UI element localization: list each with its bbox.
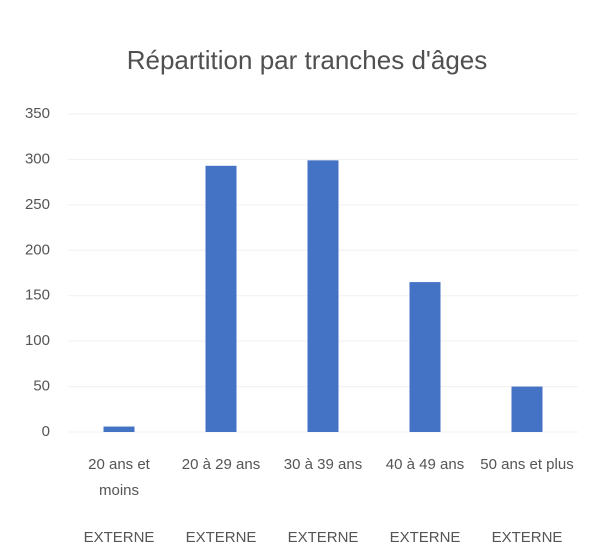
y-tick-label: 350 — [25, 105, 50, 122]
y-tick-label: 0 — [42, 423, 50, 440]
x-tick-label: 40 à 49 ans — [385, 456, 465, 473]
y-tick-label: 300 — [25, 150, 50, 167]
bar — [205, 165, 237, 432]
chart-title: Répartition par tranches d'âges — [127, 45, 488, 75]
x-group-label: EXTERNE — [287, 529, 359, 546]
bar — [511, 386, 543, 432]
y-tick-label: 250 — [25, 196, 50, 213]
bar — [103, 426, 135, 432]
x-tick-label: 30 à 39 ans — [283, 456, 363, 473]
x-tick-label: 20 à 29 ans — [181, 456, 261, 473]
y-tick-label: 100 — [25, 332, 50, 349]
x-tick-label: 50 ans et plus — [480, 456, 574, 473]
y-tick-label: 200 — [25, 241, 50, 258]
x-group-label: EXTERNE — [185, 529, 257, 546]
y-tick-label: 150 — [25, 287, 50, 304]
x-group-label: EXTERNE — [491, 529, 563, 546]
x-group-label: EXTERNE — [83, 529, 155, 546]
y-tick-label: 50 — [33, 378, 50, 395]
x-group-label: EXTERNE — [389, 529, 461, 546]
bar — [409, 282, 441, 432]
x-tick-label: 20 ans et moins — [88, 456, 150, 499]
bar — [307, 160, 339, 432]
